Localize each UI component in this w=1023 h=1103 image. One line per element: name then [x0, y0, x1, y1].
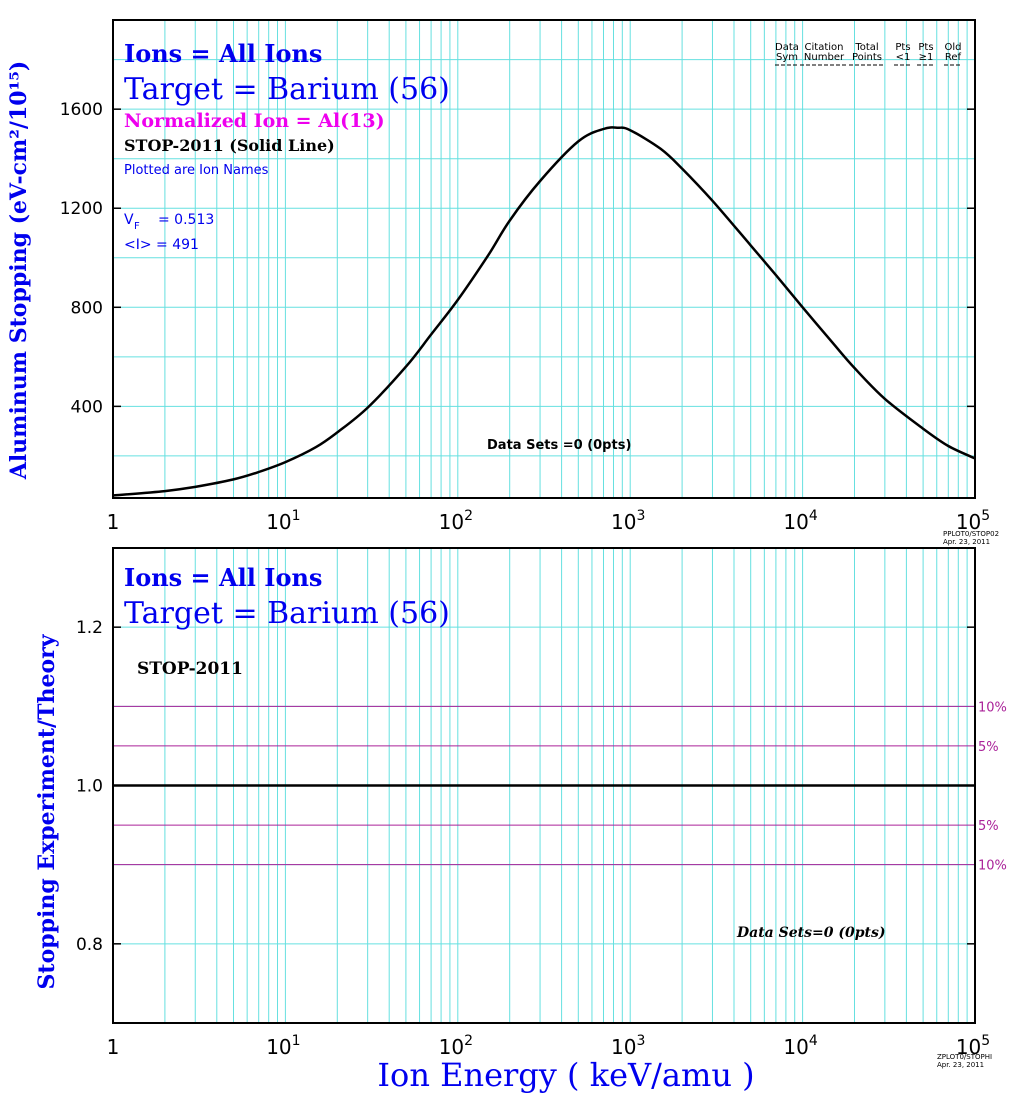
x-tick-label: 1: [107, 1035, 120, 1059]
top-data-sets-label: Data Sets =0 (0pts): [487, 438, 631, 453]
y-tick-label: 1.0: [76, 777, 103, 797]
top-target-title: Target = Barium (56): [124, 72, 450, 107]
percent-label: 10%: [978, 859, 1007, 874]
x-tick-label: 101: [266, 508, 300, 534]
stop-solid-line-label: STOP-2011 (Solid Line): [124, 136, 335, 155]
bottom-program-stamp: ZPLOT0/STOPHI: [937, 1053, 992, 1061]
legend-column-header: Pts: [895, 42, 910, 53]
plotted-ion-names-label: Plotted are Ion Names: [124, 163, 269, 178]
stopping-curve: [112, 126, 976, 497]
legend-column-subheader: Ref: [945, 52, 962, 63]
legend-column-subheader: Number: [804, 52, 845, 63]
top-x-tick-labels: 1 101 102 103 104 105: [107, 508, 991, 534]
bottom-x-tick-labels: 1 101 102 103 104 105: [107, 1033, 991, 1059]
vf-symbol: V: [124, 212, 134, 228]
bottom-data-sets-label: Data Sets=0 (0pts): [736, 925, 885, 941]
percent-labels: 10% 5% 5% 10%: [978, 700, 1007, 873]
legend-column-header: Total: [854, 42, 878, 53]
top-plot-frame: [112, 19, 976, 499]
percent-reference-lines: [113, 705, 975, 866]
legend-header: DataSymCitationNumberTotalPointsPts<1Pts…: [775, 42, 962, 66]
bottom-ions-title: Ions = All Ions: [124, 563, 322, 592]
y-tick-label: 1600: [60, 100, 103, 120]
x-tick-label: 1: [107, 510, 120, 534]
top-program-stamp: PPLOT0/STOP02: [943, 530, 999, 538]
legend-column-header: Pts: [918, 42, 933, 53]
top-y-tick-labels: 400 800 1200 1600: [60, 100, 975, 417]
vf-subscript: F: [134, 221, 140, 232]
bottom-y-tick-labels: 0.8 1.0 1.2: [76, 618, 975, 955]
x-tick-label: 102: [439, 508, 473, 534]
vf-value: = 0.513: [158, 212, 214, 228]
mean-excitation-label: <I> = 491: [124, 237, 199, 253]
x-tick-label: 102: [439, 1033, 473, 1059]
y-tick-label: 1200: [60, 199, 103, 219]
legend-column-header: Data: [775, 42, 799, 53]
y-tick-label: 800: [71, 298, 103, 318]
x-tick-label: 105: [956, 1033, 990, 1059]
bottom-date-stamp: Apr. 23, 2011: [937, 1061, 984, 1069]
x-tick-label: 105: [956, 508, 990, 534]
percent-label: 5%: [978, 740, 999, 755]
x-tick-label: 103: [611, 508, 645, 534]
legend-column-subheader: Points: [852, 52, 882, 63]
legend-column-subheader: ≥1: [919, 52, 934, 63]
x-axis-label: Ion Energy ( keV/amu ): [377, 1056, 754, 1094]
legend-column-header: Citation: [805, 42, 844, 53]
legend-column-subheader: <1: [896, 52, 911, 63]
top-plot-grid: [113, 20, 975, 498]
x-tick-label: 104: [783, 1033, 817, 1059]
legend-column-subheader: Sym: [776, 52, 798, 63]
top-ions-title: Ions = All Ions: [124, 39, 322, 68]
y-tick-label: 400: [71, 397, 103, 417]
y-tick-label: 1.2: [76, 618, 103, 638]
normalized-ion-label: Normalized Ion = Al(13): [124, 110, 385, 132]
stop-2011-label: STOP-2011: [137, 659, 243, 679]
bottom-y-axis-label: Stopping Experiment/Theory: [34, 633, 60, 989]
percent-label: 5%: [978, 819, 999, 834]
percent-label: 10%: [978, 700, 1007, 715]
x-tick-label: 103: [611, 1033, 645, 1059]
top-y-axis-label: Aluminum Stopping (eV-cm²/10¹⁵): [6, 61, 32, 481]
bottom-target-title: Target = Barium (56): [124, 596, 450, 631]
x-tick-label: 101: [266, 1033, 300, 1059]
y-tick-label: 0.8: [76, 935, 103, 955]
x-tick-label: 104: [783, 508, 817, 534]
top-date-stamp: Apr. 23, 2011: [943, 538, 990, 546]
legend-column-header: Old: [945, 42, 962, 53]
